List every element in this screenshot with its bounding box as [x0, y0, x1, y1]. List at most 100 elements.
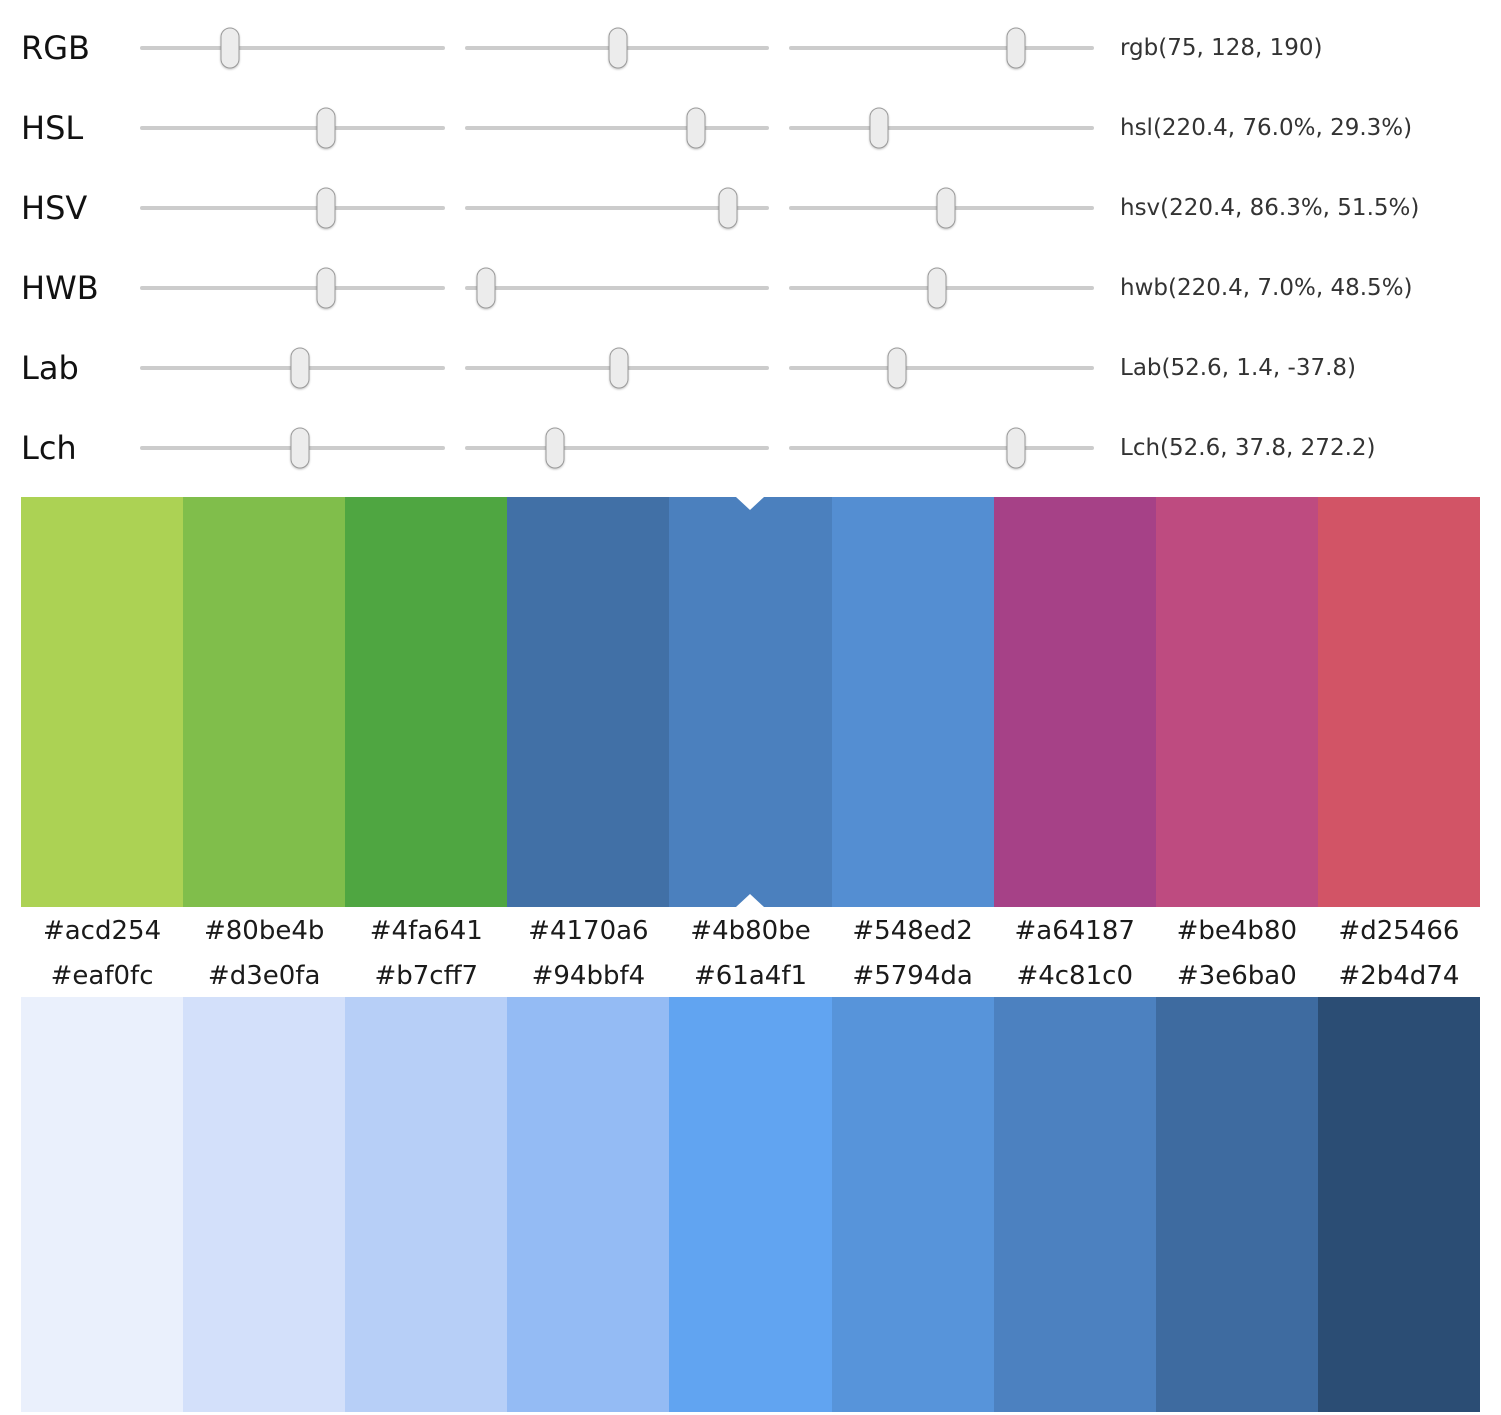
- colorspace-label-rgb: RGB: [21, 29, 90, 67]
- hsv-value-readout: hsv(220.4, 86.3%, 51.5%): [1120, 195, 1420, 221]
- tone-swatch[interactable]: [993, 997, 1156, 1412]
- hex-label: #3e6ba0: [1176, 960, 1297, 991]
- colorspace-label-hsv: HSV: [21, 189, 88, 227]
- slider-thumb[interactable]: [887, 347, 907, 389]
- hue-swatch[interactable]: [1155, 497, 1318, 907]
- colorspace-label-hwb: HWB: [21, 269, 99, 307]
- hue-swatch[interactable]: [21, 497, 184, 907]
- slider-track-line: [789, 126, 1095, 130]
- slider-tracks: [140, 346, 1095, 390]
- hex-label: #d25466: [1338, 915, 1460, 946]
- slider-track-line: [140, 286, 445, 290]
- slider-thumb[interactable]: [686, 107, 706, 149]
- hex-label: #94bbf4: [531, 960, 646, 991]
- hex-label: #2b4d74: [1338, 960, 1460, 991]
- slider-thumb[interactable]: [1006, 27, 1026, 69]
- hue-swatch[interactable]: [183, 497, 346, 907]
- hex-label: #4c81c0: [1016, 960, 1133, 991]
- hue-swatch[interactable]: [1317, 497, 1480, 907]
- slider-thumb[interactable]: [290, 347, 310, 389]
- slider-track-line: [140, 206, 445, 210]
- lab-b-slider[interactable]: [789, 346, 1095, 390]
- slider-track-line: [464, 446, 770, 450]
- slider-thumb[interactable]: [220, 27, 240, 69]
- rgb-g-slider[interactable]: [464, 26, 770, 70]
- slider-thumb[interactable]: [869, 107, 889, 149]
- hex-label: #d3e0fa: [207, 960, 321, 991]
- hsv-s-slider[interactable]: [464, 186, 770, 230]
- slider-thumb[interactable]: [476, 267, 496, 309]
- rgb-r-slider[interactable]: [140, 26, 445, 70]
- lab-a-slider[interactable]: [464, 346, 770, 390]
- slider-thumb[interactable]: [316, 107, 336, 149]
- slider-thumb[interactable]: [545, 427, 565, 469]
- hex-label: #80be4b: [203, 915, 325, 946]
- slider-thumb[interactable]: [290, 427, 310, 469]
- tones-hex-labels: #eaf0fc #d3e0fa #b7cff7 #94bbf4 #61a4f1 …: [21, 954, 1480, 997]
- slider-thumb[interactable]: [609, 347, 629, 389]
- hwb-h-slider[interactable]: [140, 266, 445, 310]
- hex-label: #4fa641: [369, 915, 483, 946]
- hex-label: #eaf0fc: [50, 960, 154, 991]
- hex-label: #be4b80: [1176, 915, 1298, 946]
- lab-l-slider[interactable]: [140, 346, 445, 390]
- hsv-h-slider[interactable]: [140, 186, 445, 230]
- rgb-value-readout: rgb(75, 128, 190): [1120, 35, 1323, 61]
- tone-swatch[interactable]: [1155, 997, 1318, 1412]
- hex-label: #61a4f1: [693, 960, 808, 991]
- slider-row-hsl: HSL hsl(220.4, 76.0%, 29.3%): [21, 88, 1480, 168]
- hue-swatch[interactable]: [507, 497, 670, 907]
- hsv-v-slider[interactable]: [789, 186, 1095, 230]
- slider-row-hwb: HWB hwb(220.4, 7.0%, 48.5%): [21, 248, 1480, 328]
- tone-swatch[interactable]: [183, 997, 346, 1412]
- slider-track-line: [140, 126, 445, 130]
- slider-thumb[interactable]: [1006, 427, 1026, 469]
- slider-tracks: [140, 106, 1095, 150]
- tone-swatch[interactable]: [1317, 997, 1480, 1412]
- tones-swatch-row: [21, 997, 1480, 1412]
- slider-row-lch: Lch Lch(52.6, 37.8, 272.2): [21, 408, 1480, 488]
- hwb-b-slider[interactable]: [789, 266, 1095, 310]
- slider-tracks: [140, 186, 1095, 230]
- slider-thumb[interactable]: [608, 27, 628, 69]
- tone-swatch[interactable]: [831, 997, 994, 1412]
- lch-c-slider[interactable]: [464, 426, 770, 470]
- hue-swatch[interactable]: [993, 497, 1156, 907]
- hex-label: #4170a6: [528, 915, 649, 946]
- slider-thumb[interactable]: [316, 267, 336, 309]
- lch-h-slider[interactable]: [789, 426, 1095, 470]
- hsl-h-slider[interactable]: [140, 106, 445, 150]
- hsl-l-slider[interactable]: [789, 106, 1095, 150]
- slider-track-line: [464, 126, 770, 130]
- rgb-b-slider[interactable]: [789, 26, 1095, 70]
- tone-swatch[interactable]: [507, 997, 670, 1412]
- hue-hex-labels: #acd254 #80be4b #4fa641 #4170a6 #4b80be …: [21, 907, 1480, 954]
- hex-label: #4b80be: [690, 915, 811, 946]
- tone-swatch[interactable]: [669, 997, 832, 1412]
- slider-track-line: [789, 46, 1095, 50]
- hwb-value-readout: hwb(220.4, 7.0%, 48.5%): [1120, 275, 1413, 301]
- hwb-w-slider[interactable]: [464, 266, 770, 310]
- slider-thumb[interactable]: [936, 187, 956, 229]
- hsl-s-slider[interactable]: [464, 106, 770, 150]
- slider-thumb[interactable]: [316, 187, 336, 229]
- slider-row-lab: Lab Lab(52.6, 1.4, -37.8): [21, 328, 1480, 408]
- hue-palette: #acd254 #80be4b #4fa641 #4170a6 #4b80be …: [21, 497, 1480, 954]
- hue-swatch[interactable]: [345, 497, 508, 907]
- colorspace-label-hsl: HSL: [21, 109, 84, 147]
- lch-l-slider[interactable]: [140, 426, 445, 470]
- slider-track-line: [464, 286, 770, 290]
- tone-swatch[interactable]: [21, 997, 184, 1412]
- tones-palette: #eaf0fc #d3e0fa #b7cff7 #94bbf4 #61a4f1 …: [21, 954, 1480, 1412]
- tone-swatch[interactable]: [345, 997, 508, 1412]
- hue-swatch[interactable]: [669, 497, 832, 907]
- slider-thumb[interactable]: [718, 187, 738, 229]
- hex-label: #a64187: [1014, 915, 1135, 946]
- colorspace-label-lab: Lab: [21, 349, 79, 387]
- hue-swatch[interactable]: [831, 497, 994, 907]
- hex-label: #b7cff7: [374, 960, 479, 991]
- slider-thumb[interactable]: [927, 267, 947, 309]
- lab-value-readout: Lab(52.6, 1.4, -37.8): [1120, 355, 1356, 381]
- slider-tracks: [140, 426, 1095, 470]
- slider-track-line: [140, 46, 445, 50]
